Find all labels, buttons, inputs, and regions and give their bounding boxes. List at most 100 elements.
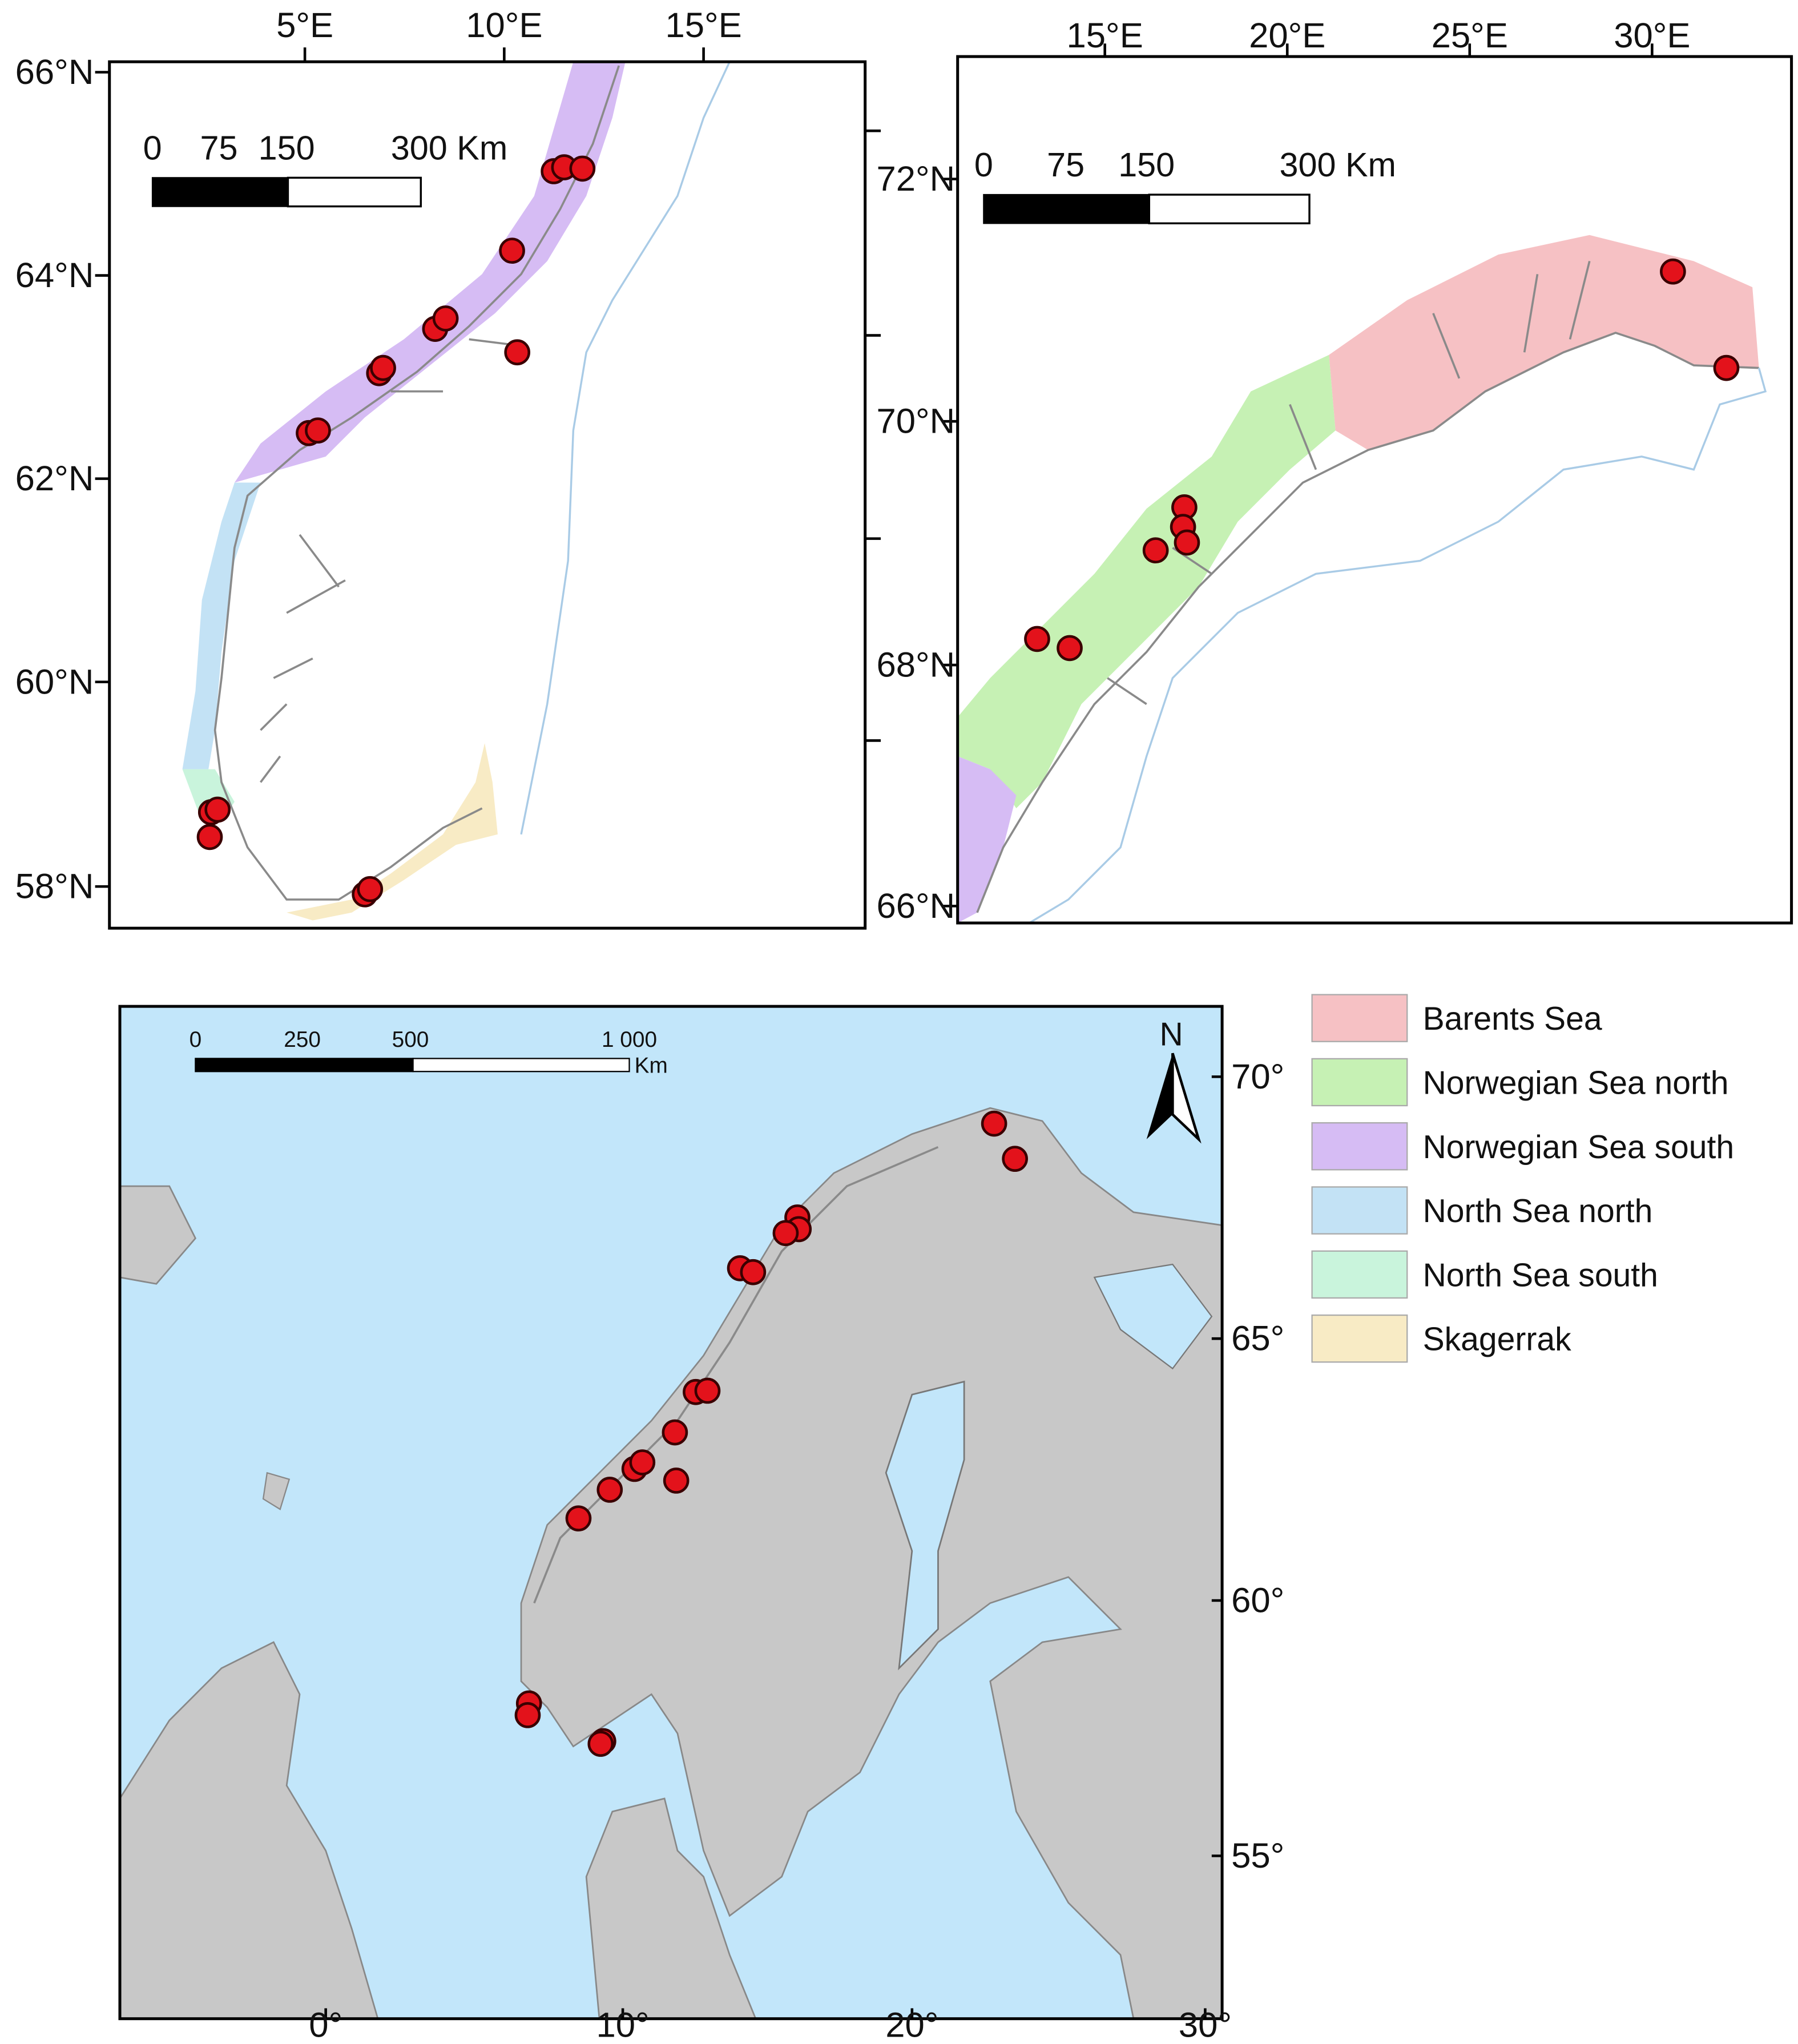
site [305,417,331,444]
scale-label: 1 000 [602,1027,657,1052]
north-sea-north-zone [182,482,261,769]
site [1174,529,1200,556]
scale-label: 250 [284,1027,321,1052]
scale-label: 300 Km [391,128,507,167]
lon-label: 20°E [1249,16,1325,55]
legend-label: North Sea south [1423,1257,1658,1293]
lon-label: 25°E [1432,16,1508,55]
lat-label: 60° [1231,1581,1284,1620]
north-label: N [1159,1017,1183,1053]
scale-label: 75 [200,128,237,167]
scale-label: 75 [1047,146,1085,184]
denmark-germany [585,1797,757,2020]
scale-bar: 0 250 500 1 000 Km [190,1027,668,1078]
scale-label: 150 [259,128,315,167]
site [629,1449,656,1475]
scale-unit: Km [635,1054,668,1078]
lat-label: 68°N [876,646,955,685]
lat-label: 58°N [15,867,94,906]
site [1002,1146,1028,1172]
land [182,62,730,916]
lat-label: 70° [1231,1057,1284,1096]
legend-swatch [1311,1250,1408,1299]
ticks [324,1075,1223,2019]
map-south-norway: 5°E 10°E 15°E 66°N 64°N 62°N 60°N 58°N 0… [15,6,881,930]
scale-segment [287,176,422,208]
lat-label: 66°N [15,53,94,92]
scale-bar: 0 75 150 300 Km [974,146,1396,224]
white-sea [1093,1263,1213,1370]
legend-label: Barents Sea [1423,1001,1602,1037]
fjords [1107,261,1591,705]
site [981,1110,1007,1137]
scale-segment [195,1058,414,1073]
site [499,237,525,264]
site [1713,354,1740,381]
map-frame [118,1005,1224,2021]
norwegian-sea-south-zone [957,756,1017,924]
fjords [260,338,522,783]
site [370,354,396,381]
lon-label: 30° [1179,2006,1232,2044]
scale-segment [1148,193,1311,224]
skagerrak-zone [287,743,498,921]
lat-label: 70°N [876,402,955,441]
border [520,61,731,835]
lon-label: 10° [596,2006,649,2044]
legend-label: North Sea north [1423,1193,1653,1229]
norwegian-sea-south-zone [234,62,626,483]
scale-segment [412,1058,630,1073]
lon-label: 0° [309,2006,342,2044]
lat-label: 65° [1231,1319,1284,1358]
lat-label: 64°N [15,256,94,295]
faroe-islands [262,1471,291,1510]
lat-label: 72°N [876,159,955,199]
map-background [957,57,1792,924]
site [694,1377,721,1404]
site [596,1477,623,1503]
north-arrow: N [1146,1017,1202,1144]
lat-label: 60°N [15,662,94,702]
barents-sea-zone [1329,235,1759,450]
scale-label: 150 [1118,146,1175,184]
arrow-right [1171,1053,1202,1144]
legend-label: Norwegian Sea north [1423,1065,1729,1102]
site [772,1220,799,1247]
map-frame [956,55,1793,925]
scale-bar: 0 75 150 300 Km [143,128,507,208]
map-overview: 0° 10° 20° 30° 70° 65° 60° 55° 0 250 500… [118,1005,1284,2044]
site [196,824,223,850]
site [204,796,231,823]
site [569,155,596,182]
site [357,876,384,902]
legend-swatch [1311,1314,1408,1363]
site [432,305,459,332]
site [663,1468,690,1494]
norwegian-sea-north-zone [957,354,1336,809]
lat-label: 55° [1231,1836,1284,1876]
lon-label: 20° [885,2006,938,2044]
sample-sites [1024,258,1740,662]
site [514,1702,541,1728]
legend-swatch [1311,1058,1408,1107]
gulf-of-bothnia [885,1380,965,1671]
site [565,1505,592,1531]
site [1142,537,1169,564]
legend-label: Norwegian Sea south [1423,1129,1734,1166]
legend: Barents Sea Norwegian Sea north Norwegian … [1311,994,1734,1363]
site [740,1259,767,1285]
scale-label: 0 [143,128,162,167]
lat-label: 66°N [876,886,955,926]
lon-label: 15°E [1067,16,1143,55]
site [662,1419,688,1446]
border [1029,368,1767,924]
map-north-norway: 15°E 20°E 25°E 30°E 72°N 70°N 68°N 66°N … [876,16,1793,926]
scale-label: 0 [190,1027,202,1052]
lon-label: 15°E [665,6,741,45]
site [1660,258,1686,285]
scale-label: 0 [974,146,993,184]
sample-sites [196,154,596,908]
lon-label: 10°E [466,6,542,45]
